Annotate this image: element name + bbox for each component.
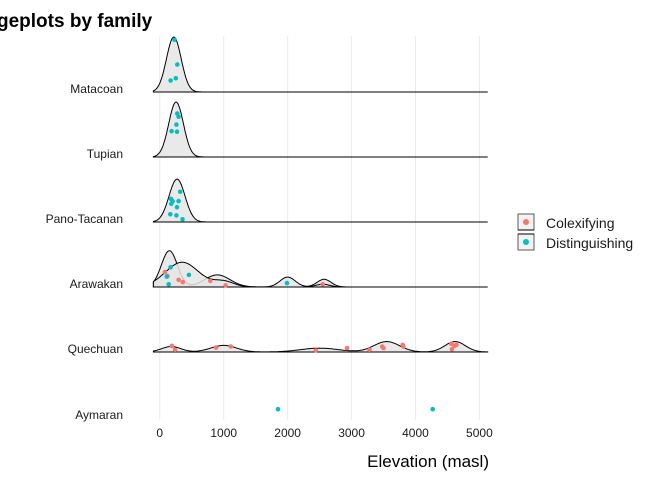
point-matacoan-1 — [175, 62, 180, 67]
point-arawakan-7 — [208, 278, 213, 284]
legend-item-distinguishing: Distinguishing — [517, 233, 633, 251]
x-tick-label-5000: 5000 — [466, 426, 493, 440]
point-arawakan-0 — [168, 264, 173, 270]
legend-dot-distinguishing — [523, 239, 529, 245]
x-tick-label-0: 0 — [156, 426, 163, 440]
point-pano-tacanan-7 — [174, 213, 179, 218]
point-quechuan-8 — [381, 345, 386, 351]
point-quechuan-3 — [228, 344, 233, 349]
family-label-arawakan: Arawakan — [70, 277, 123, 291]
family-label-tupian: Tupian — [87, 147, 123, 161]
legend-label-colexifying: Colexifying — [546, 215, 614, 231]
point-tupian-3 — [169, 128, 174, 134]
point-pano-tacanan-4 — [169, 201, 174, 207]
point-arawakan-10 — [284, 280, 290, 286]
family-label-quechuan: Quechuan — [68, 342, 123, 356]
ridge-quechuan — [152, 340, 489, 353]
x-tick-label-3000: 3000 — [338, 426, 365, 440]
points — [162, 37, 459, 412]
point-arawakan-9 — [223, 283, 228, 288]
point-arawakan-6 — [180, 279, 186, 285]
point-quechuan-10 — [401, 344, 406, 349]
legend-dot-colexifying — [523, 219, 529, 225]
point-arawakan-11 — [320, 282, 326, 287]
x-axis-ticks: 0 1000 2000 3000 4000 5000 — [156, 426, 493, 440]
point-tupian-4 — [174, 129, 180, 134]
point-quechuan-14 — [449, 347, 455, 352]
point-pano-tacanan-0 — [177, 189, 183, 195]
x-tick-label-4000: 4000 — [402, 426, 429, 440]
point-matacoan-3 — [168, 78, 173, 83]
ridges — [152, 36, 489, 353]
point-tupian-1 — [176, 114, 181, 120]
point-quechuan-5 — [344, 345, 350, 351]
ridge-pano-tacanan — [152, 178, 488, 223]
point-quechuan-2 — [213, 345, 219, 350]
point-tupian-2 — [174, 122, 179, 127]
point-quechuan-1 — [172, 347, 178, 353]
point-quechuan-0 — [169, 343, 175, 349]
family-label-pano-tacanan: Pano-Tacanan — [46, 212, 123, 226]
point-pano-tacanan-6 — [168, 212, 173, 217]
point-pano-tacanan-5 — [174, 204, 180, 210]
family-label-matacoan: Matacoan — [70, 82, 123, 96]
point-quechuan-6 — [367, 347, 372, 353]
point-pano-tacanan-8 — [180, 217, 185, 222]
point-arawakan-8 — [166, 282, 171, 287]
x-tick-label-2000: 2000 — [274, 426, 301, 440]
ridge-matacoan — [152, 36, 488, 93]
point-aymaran-1 — [430, 406, 436, 412]
legend: Colexifying Distinguishing — [517, 213, 633, 251]
x-tick-label-1000: 1000 — [210, 426, 237, 440]
legend-item-colexifying: Colexifying — [517, 213, 614, 231]
legend-label-distinguishing: Distinguishing — [546, 235, 633, 251]
family-labels: Matacoan Tupian Pano-Tacanan Arawakan Quechu… — [46, 82, 123, 422]
point-matacoan-0 — [172, 37, 177, 43]
point-arawakan-5 — [176, 277, 181, 283]
ridge-tupian — [152, 101, 488, 158]
point-aymaran-0 — [275, 406, 281, 412]
point-arawakan-1 — [186, 272, 192, 278]
point-matacoan-2 — [173, 76, 179, 81]
point-arawakan-4 — [164, 274, 170, 279]
point-arawakan-3 — [162, 269, 168, 275]
point-quechuan-13 — [454, 342, 459, 348]
chart-title: geplots by family — [0, 11, 153, 32]
family-label-aymaran: Aymaran — [75, 408, 123, 422]
ridge-arawakan-secondary — [152, 261, 352, 288]
point-quechuan-4 — [313, 348, 319, 353]
grid — [159, 36, 480, 420]
x-axis-label: Elevation (masl) — [367, 452, 489, 471]
point-pano-tacanan-3 — [176, 198, 181, 204]
